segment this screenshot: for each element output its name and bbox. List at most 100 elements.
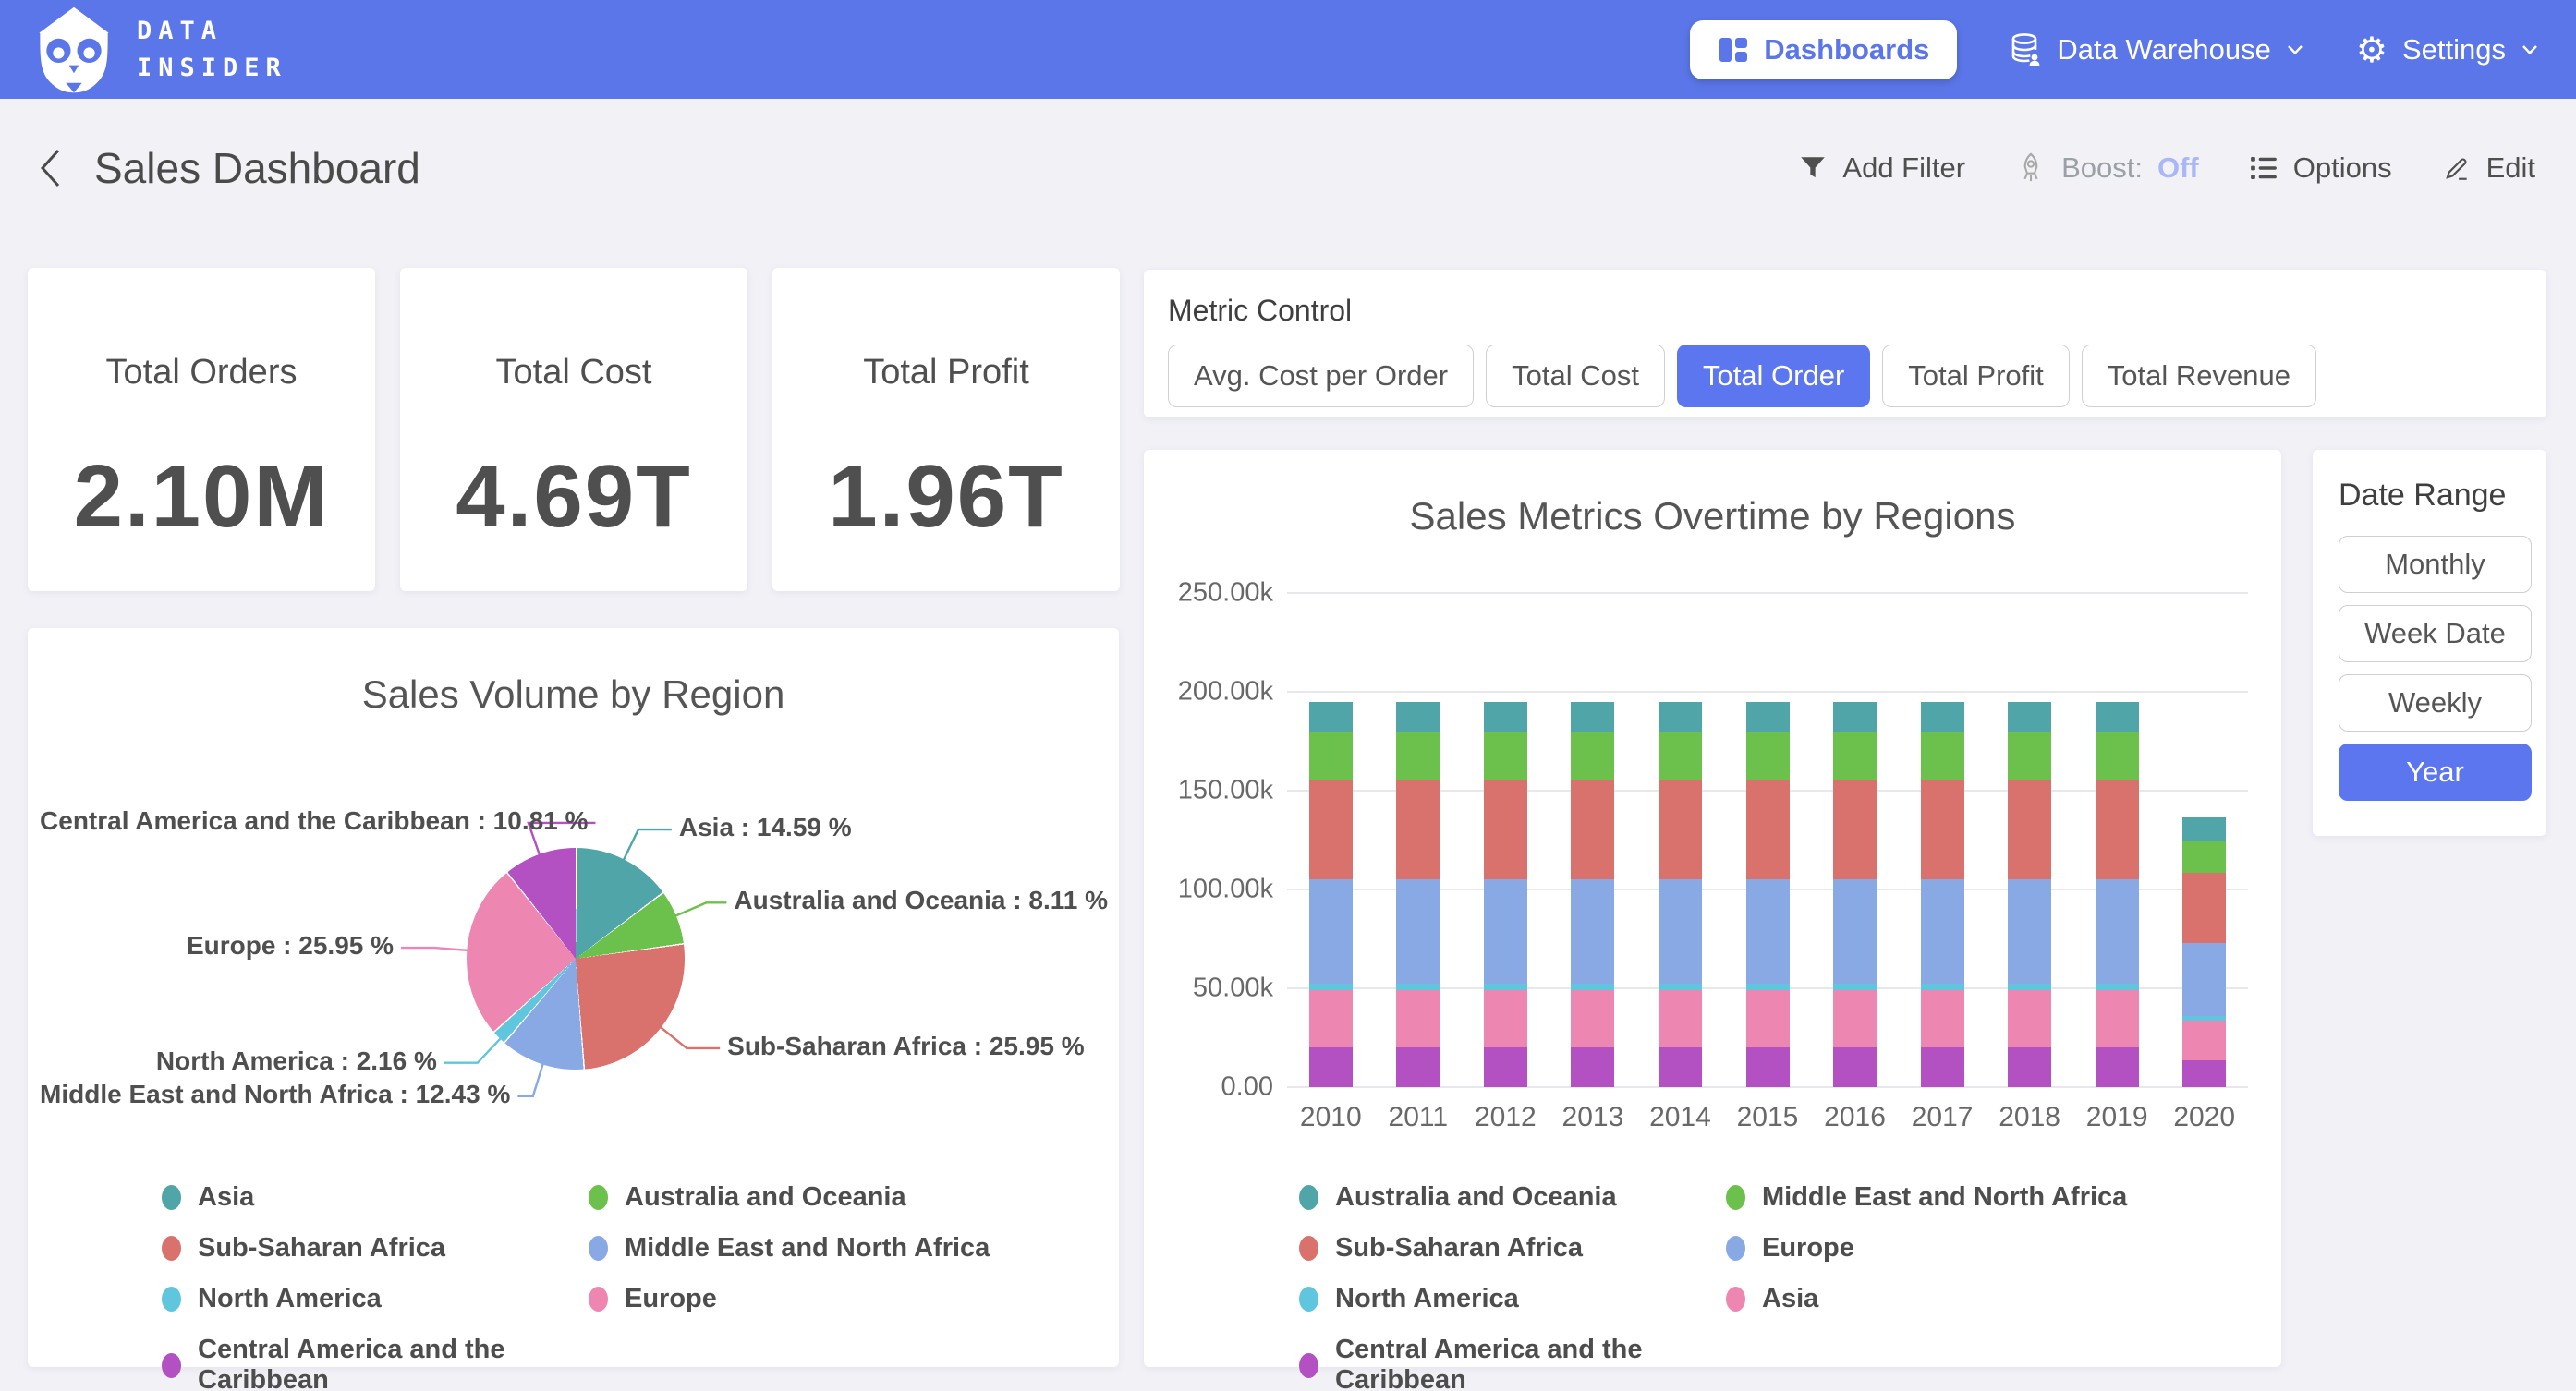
bar-2019[interactable]	[2096, 702, 2139, 1087]
metric-button-total-revenue[interactable]: Total Revenue	[2082, 345, 2316, 407]
legend-item[interactable]: Sub-Saharan Africa	[1299, 1233, 1726, 1264]
bar-2015[interactable]	[1746, 702, 1790, 1087]
pie-slice-label: North America : 2.16 %	[150, 1046, 437, 1076]
bar-segment	[1309, 1047, 1353, 1087]
legend-dot	[162, 1236, 181, 1261]
pie-ellipse[interactable]	[467, 848, 685, 1070]
bar-segment	[2182, 1060, 2226, 1087]
legend-item[interactable]: Asia	[162, 1182, 589, 1213]
bar-segment	[1659, 990, 1702, 1047]
legend-dot	[589, 1287, 608, 1312]
x-axis-tick: 2012	[1462, 1102, 1549, 1133]
bar-segment	[1571, 984, 1614, 990]
bar-segment	[1746, 990, 1790, 1047]
bar-segment	[1746, 984, 1790, 990]
nav-label-settings: Settings	[2402, 33, 2506, 67]
legend-item[interactable]: Central America and the Caribbean	[1299, 1335, 1726, 1391]
bar-segment	[2096, 879, 2139, 983]
bar-segment	[1746, 1047, 1790, 1087]
pencil-icon	[2442, 153, 2472, 183]
metric-button-total-order[interactable]: Total Order	[1677, 345, 1870, 407]
bar-2020[interactable]	[2182, 817, 2226, 1087]
kpi-value: 1.96T	[828, 446, 1063, 548]
legend-item[interactable]: Central America and the Caribbean	[162, 1335, 589, 1391]
legend-item[interactable]: North America	[1299, 1284, 1726, 1314]
bar-segment	[1746, 780, 1790, 879]
bar-segment	[2008, 879, 2051, 983]
bar-2014[interactable]	[1659, 702, 1702, 1087]
nav-item-settings[interactable]: ⚙ Settings	[2356, 32, 2539, 67]
bar-segment	[1484, 984, 1527, 990]
bar-segment	[1396, 732, 1440, 781]
legend-dot	[162, 1185, 181, 1210]
back-chevron-icon[interactable]	[37, 147, 63, 189]
bar-segment	[2096, 780, 2139, 879]
legend-item[interactable]: Middle East and North Africa	[1726, 1182, 2127, 1213]
metric-button-total-profit[interactable]: Total Profit	[1882, 345, 2069, 407]
bar-2011[interactable]	[1396, 702, 1440, 1087]
legend-dot	[1299, 1353, 1318, 1378]
legend-label: Australia and Oceania	[625, 1182, 906, 1213]
bar-segment	[1309, 879, 1353, 983]
legend-dot	[162, 1287, 181, 1312]
y-axis-tick: 100.00k	[1144, 875, 1273, 905]
options-button[interactable]: Options	[2249, 151, 2392, 185]
legend-item[interactable]: Europe	[589, 1284, 990, 1314]
legend-dot	[1726, 1287, 1745, 1312]
brand: DATA INSIDER	[33, 6, 287, 94]
pie-slice-label: Australia and Oceania : 8.11 %	[734, 886, 1108, 915]
legend-dot	[1726, 1236, 1745, 1261]
gridline	[1287, 592, 2248, 594]
date-button-weekly[interactable]: Weekly	[2339, 674, 2532, 732]
date-button-monthly[interactable]: Monthly	[2339, 536, 2532, 593]
date-button-year[interactable]: Year	[2339, 744, 2532, 801]
bar-2018[interactable]	[2008, 702, 2051, 1087]
bar-segment	[2008, 702, 2051, 732]
database-icon	[2009, 32, 2042, 67]
bar-segment	[1396, 879, 1440, 983]
kpi-value: 4.69T	[456, 446, 691, 548]
bar-segment	[2182, 1021, 2226, 1060]
legend-item[interactable]: Europe	[1726, 1233, 2127, 1264]
edit-button[interactable]: Edit	[2442, 151, 2535, 185]
metric-button-total-cost[interactable]: Total Cost	[1486, 345, 1665, 407]
pie-legend: Asia Australia and Oceania Sub-Saharan Afr…	[162, 1182, 990, 1391]
add-filter-button[interactable]: Add Filter	[1798, 151, 1965, 185]
nav-item-data-warehouse[interactable]: Data Warehouse	[2009, 32, 2303, 67]
bar-2012[interactable]	[1484, 702, 1527, 1087]
bar-segment	[1833, 990, 1877, 1047]
date-range-title: Date Range	[2339, 478, 2532, 514]
legend-item[interactable]: Sub-Saharan Africa	[162, 1233, 589, 1264]
legend-item[interactable]: Asia	[1726, 1284, 2127, 1314]
bar-chart-panel: Sales Metrics Overtime by Regions 0.0050…	[1144, 450, 2281, 1367]
legend-label: Sub-Saharan Africa	[198, 1233, 445, 1264]
bar-segment	[1746, 702, 1790, 732]
bar-2016[interactable]	[1833, 702, 1877, 1087]
bar-segment	[2008, 780, 2051, 879]
nav-item-dashboards[interactable]: Dashboards	[1690, 20, 1957, 79]
legend-item[interactable]: Australia and Oceania	[1299, 1182, 1726, 1213]
bar-segment	[2008, 990, 2051, 1047]
bar-segment	[1833, 1047, 1877, 1087]
bar-segment	[1921, 984, 1964, 990]
x-axis-tick: 2013	[1549, 1102, 1637, 1133]
bar-segment	[1396, 990, 1440, 1047]
bar-2017[interactable]	[1921, 702, 1964, 1087]
bar-segment	[1571, 990, 1614, 1047]
bar-segment	[1833, 780, 1877, 879]
gridline	[1287, 691, 2248, 693]
boost-toggle[interactable]: Boost: Off	[2015, 151, 2199, 185]
metric-button-avg-cost-per-order[interactable]: Avg. Cost per Order	[1168, 345, 1474, 407]
bar-segment	[1746, 732, 1790, 781]
bar-segment	[1571, 732, 1614, 781]
legend-item[interactable]: Middle East and North Africa	[589, 1233, 990, 1264]
legend-item[interactable]: Australia and Oceania	[589, 1182, 990, 1213]
bar-2010[interactable]	[1309, 702, 1353, 1087]
legend-item[interactable]: North America	[162, 1284, 589, 1314]
date-button-week-date[interactable]: Week Date	[2339, 605, 2532, 662]
bar-segment	[1484, 702, 1527, 732]
bar-segment	[2096, 1047, 2139, 1087]
kpi-label: Total Orders	[106, 353, 298, 393]
x-axis-tick: 2020	[2160, 1102, 2248, 1133]
bar-2013[interactable]	[1571, 702, 1614, 1087]
